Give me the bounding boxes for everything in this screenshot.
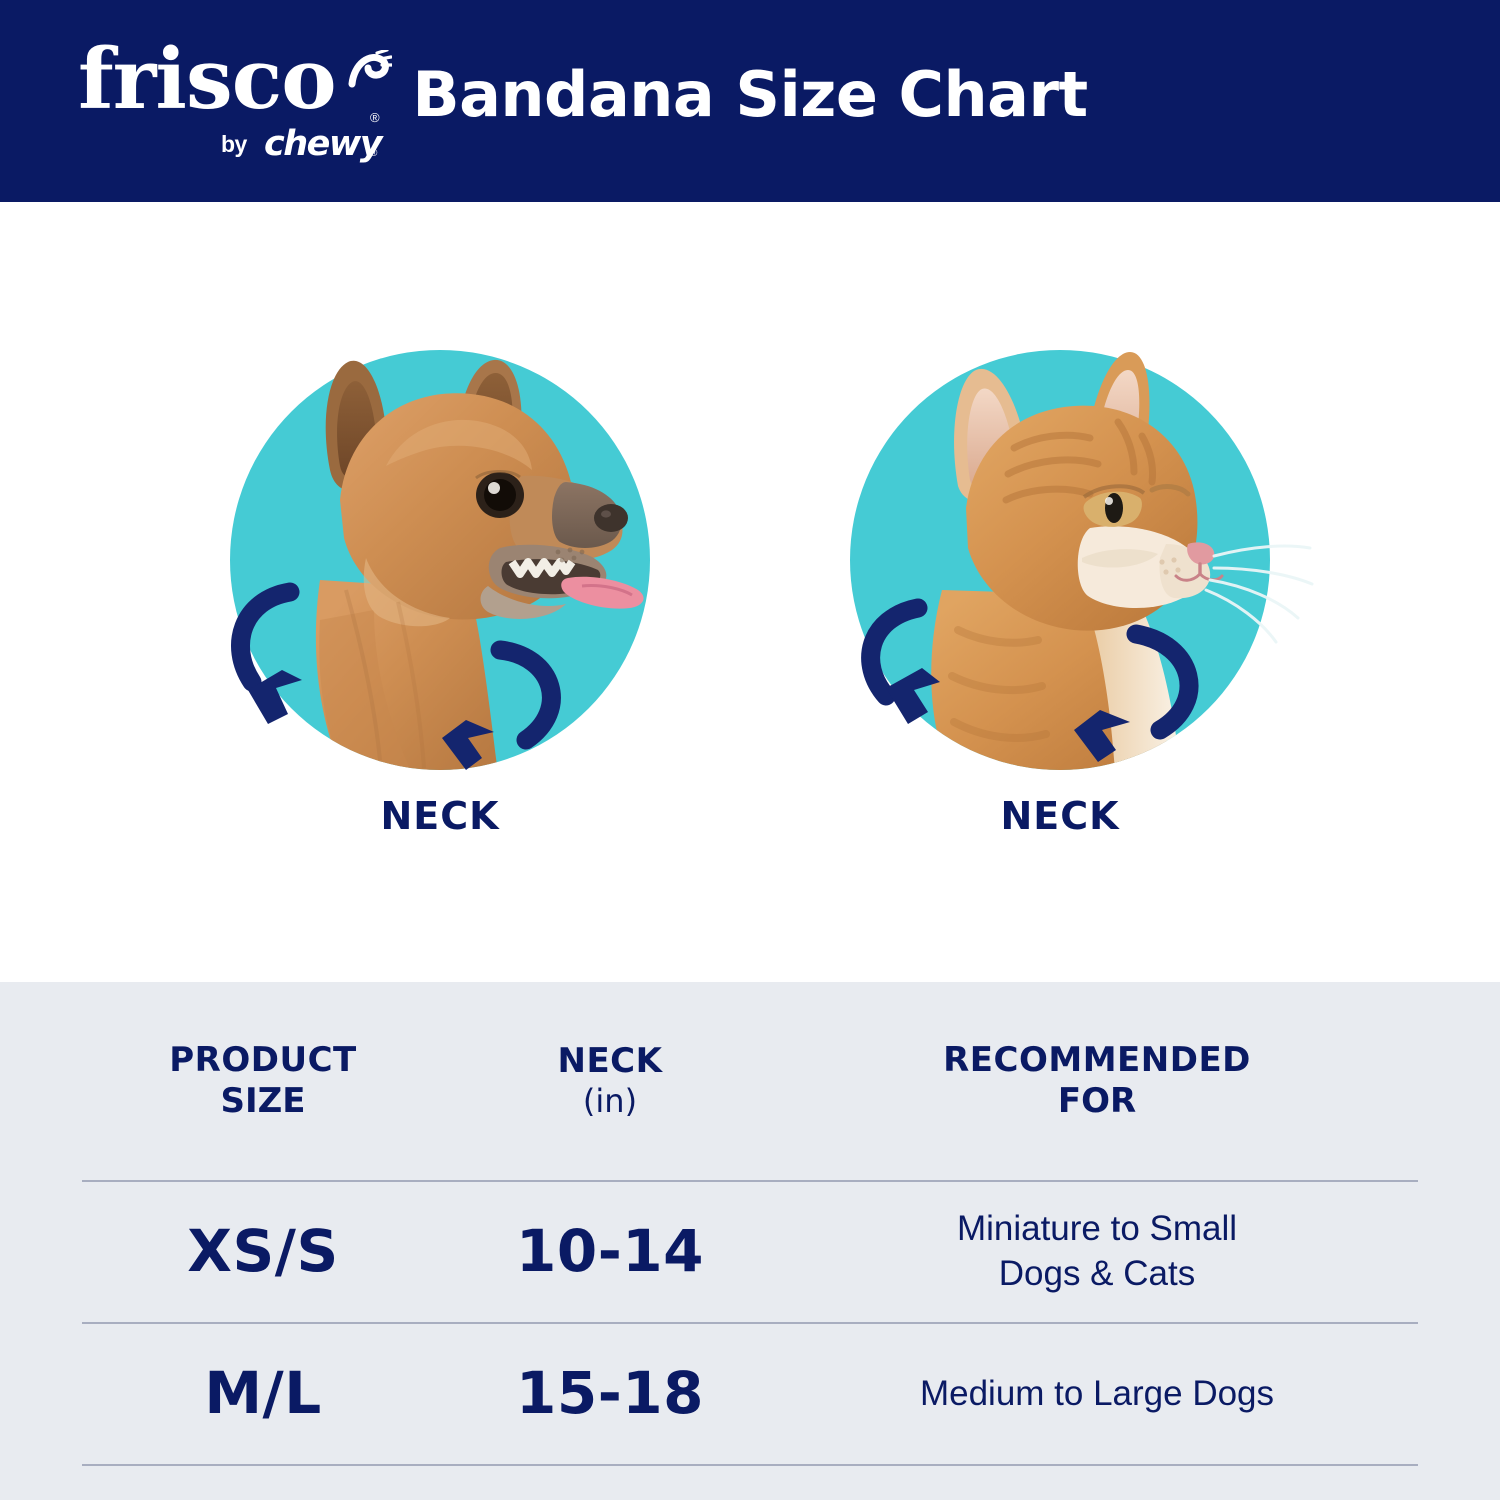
size-table: PRODUCT SIZE NECK (in) RECOMMENDED FOR (82, 982, 1418, 1466)
dog-measurement-panel: NECK (130, 202, 750, 982)
value-product-size: M/L (204, 1359, 322, 1428)
header-neck-unit: (in) (582, 1082, 638, 1121)
dog-head-icon (231, 359, 644, 770)
column-header-neck: NECK (in) (444, 1041, 776, 1122)
cell-product-size: XS/S (82, 1217, 444, 1286)
cell-recommended-for: Miniature to Small Dogs & Cats (776, 1207, 1418, 1297)
neck-measure-arrow-back (861, 598, 928, 706)
neck-measure-arrowhead-back (248, 670, 302, 724)
illustration-section: NECK (0, 202, 1500, 982)
table-divider-1 (82, 1180, 1418, 1182)
neck-measure-arrowhead-back (886, 668, 940, 724)
cell-neck: 15-18 (444, 1359, 776, 1428)
neck-measure-arrow-back (231, 582, 300, 692)
table-row: M/L 15-18 Medium to Large Dogs (82, 1324, 1418, 1464)
header-neck-line1: NECK (557, 1040, 663, 1081)
dog-neck-label: NECK (380, 794, 500, 838)
value-recommended-line1: Miniature to Small (956, 1209, 1238, 1249)
table-row: XS/S 10-14 Miniature to Small Dogs & Cat… (82, 1182, 1418, 1322)
cat-measurement-panel: NECK (750, 202, 1370, 982)
cell-recommended-for: Medium to Large Dogs (776, 1372, 1418, 1417)
dog-figure (230, 350, 650, 770)
column-header-recommended-for: RECOMMENDED FOR (776, 1040, 1418, 1123)
cat-neck-label: NECK (1000, 794, 1120, 838)
frisco-by-chewy-logo: frisco ® by chewy ® (78, 30, 392, 168)
chewy-registered-mark: ® (370, 148, 378, 159)
size-table-section: PRODUCT SIZE NECK (in) RECOMMENDED FOR (0, 982, 1500, 1500)
frisco-tail-flourish-icon (348, 50, 392, 88)
header-bar: frisco ® by chewy ® Bandana Size Chart (0, 0, 1500, 202)
logo-by-text: by (221, 131, 247, 157)
value-recommended-line2: Dogs & Cats (998, 1254, 1196, 1293)
table-header-row: PRODUCT SIZE NECK (in) RECOMMENDED FOR (82, 982, 1418, 1180)
value-neck: 15-18 (516, 1359, 704, 1428)
table-divider-2 (82, 1322, 1418, 1324)
header-recommended-line2: FOR (1057, 1081, 1137, 1121)
value-product-size: XS/S (187, 1217, 339, 1286)
value-neck: 10-14 (516, 1217, 704, 1286)
column-header-product-size: PRODUCT SIZE (82, 1040, 444, 1123)
neck-measure-arrowhead-front (442, 720, 494, 770)
frisco-wordmark: frisco (78, 30, 337, 128)
cat-head-icon (861, 352, 1314, 770)
chewy-wordmark: chewy (264, 124, 383, 164)
cat-figure (850, 350, 1314, 770)
table-divider-3 (82, 1464, 1418, 1466)
cell-product-size: M/L (82, 1359, 444, 1428)
page-title: Bandana Size Chart (412, 58, 1088, 131)
header-product-size-line1: PRODUCT (169, 1039, 357, 1080)
value-recommended-line1: Medium to Large Dogs (919, 1373, 1275, 1413)
neck-measure-arrow-front (1126, 624, 1199, 740)
header-recommended-line1: RECOMMENDED (943, 1039, 1251, 1080)
neck-measure-arrowhead-front (1074, 710, 1130, 762)
frisco-registered-mark: ® (370, 110, 380, 125)
cat-whiskers-icon (1204, 544, 1314, 644)
cell-neck: 10-14 (444, 1217, 776, 1286)
header-product-size-line2: SIZE (220, 1081, 306, 1121)
neck-measure-arrow-front (490, 640, 561, 750)
